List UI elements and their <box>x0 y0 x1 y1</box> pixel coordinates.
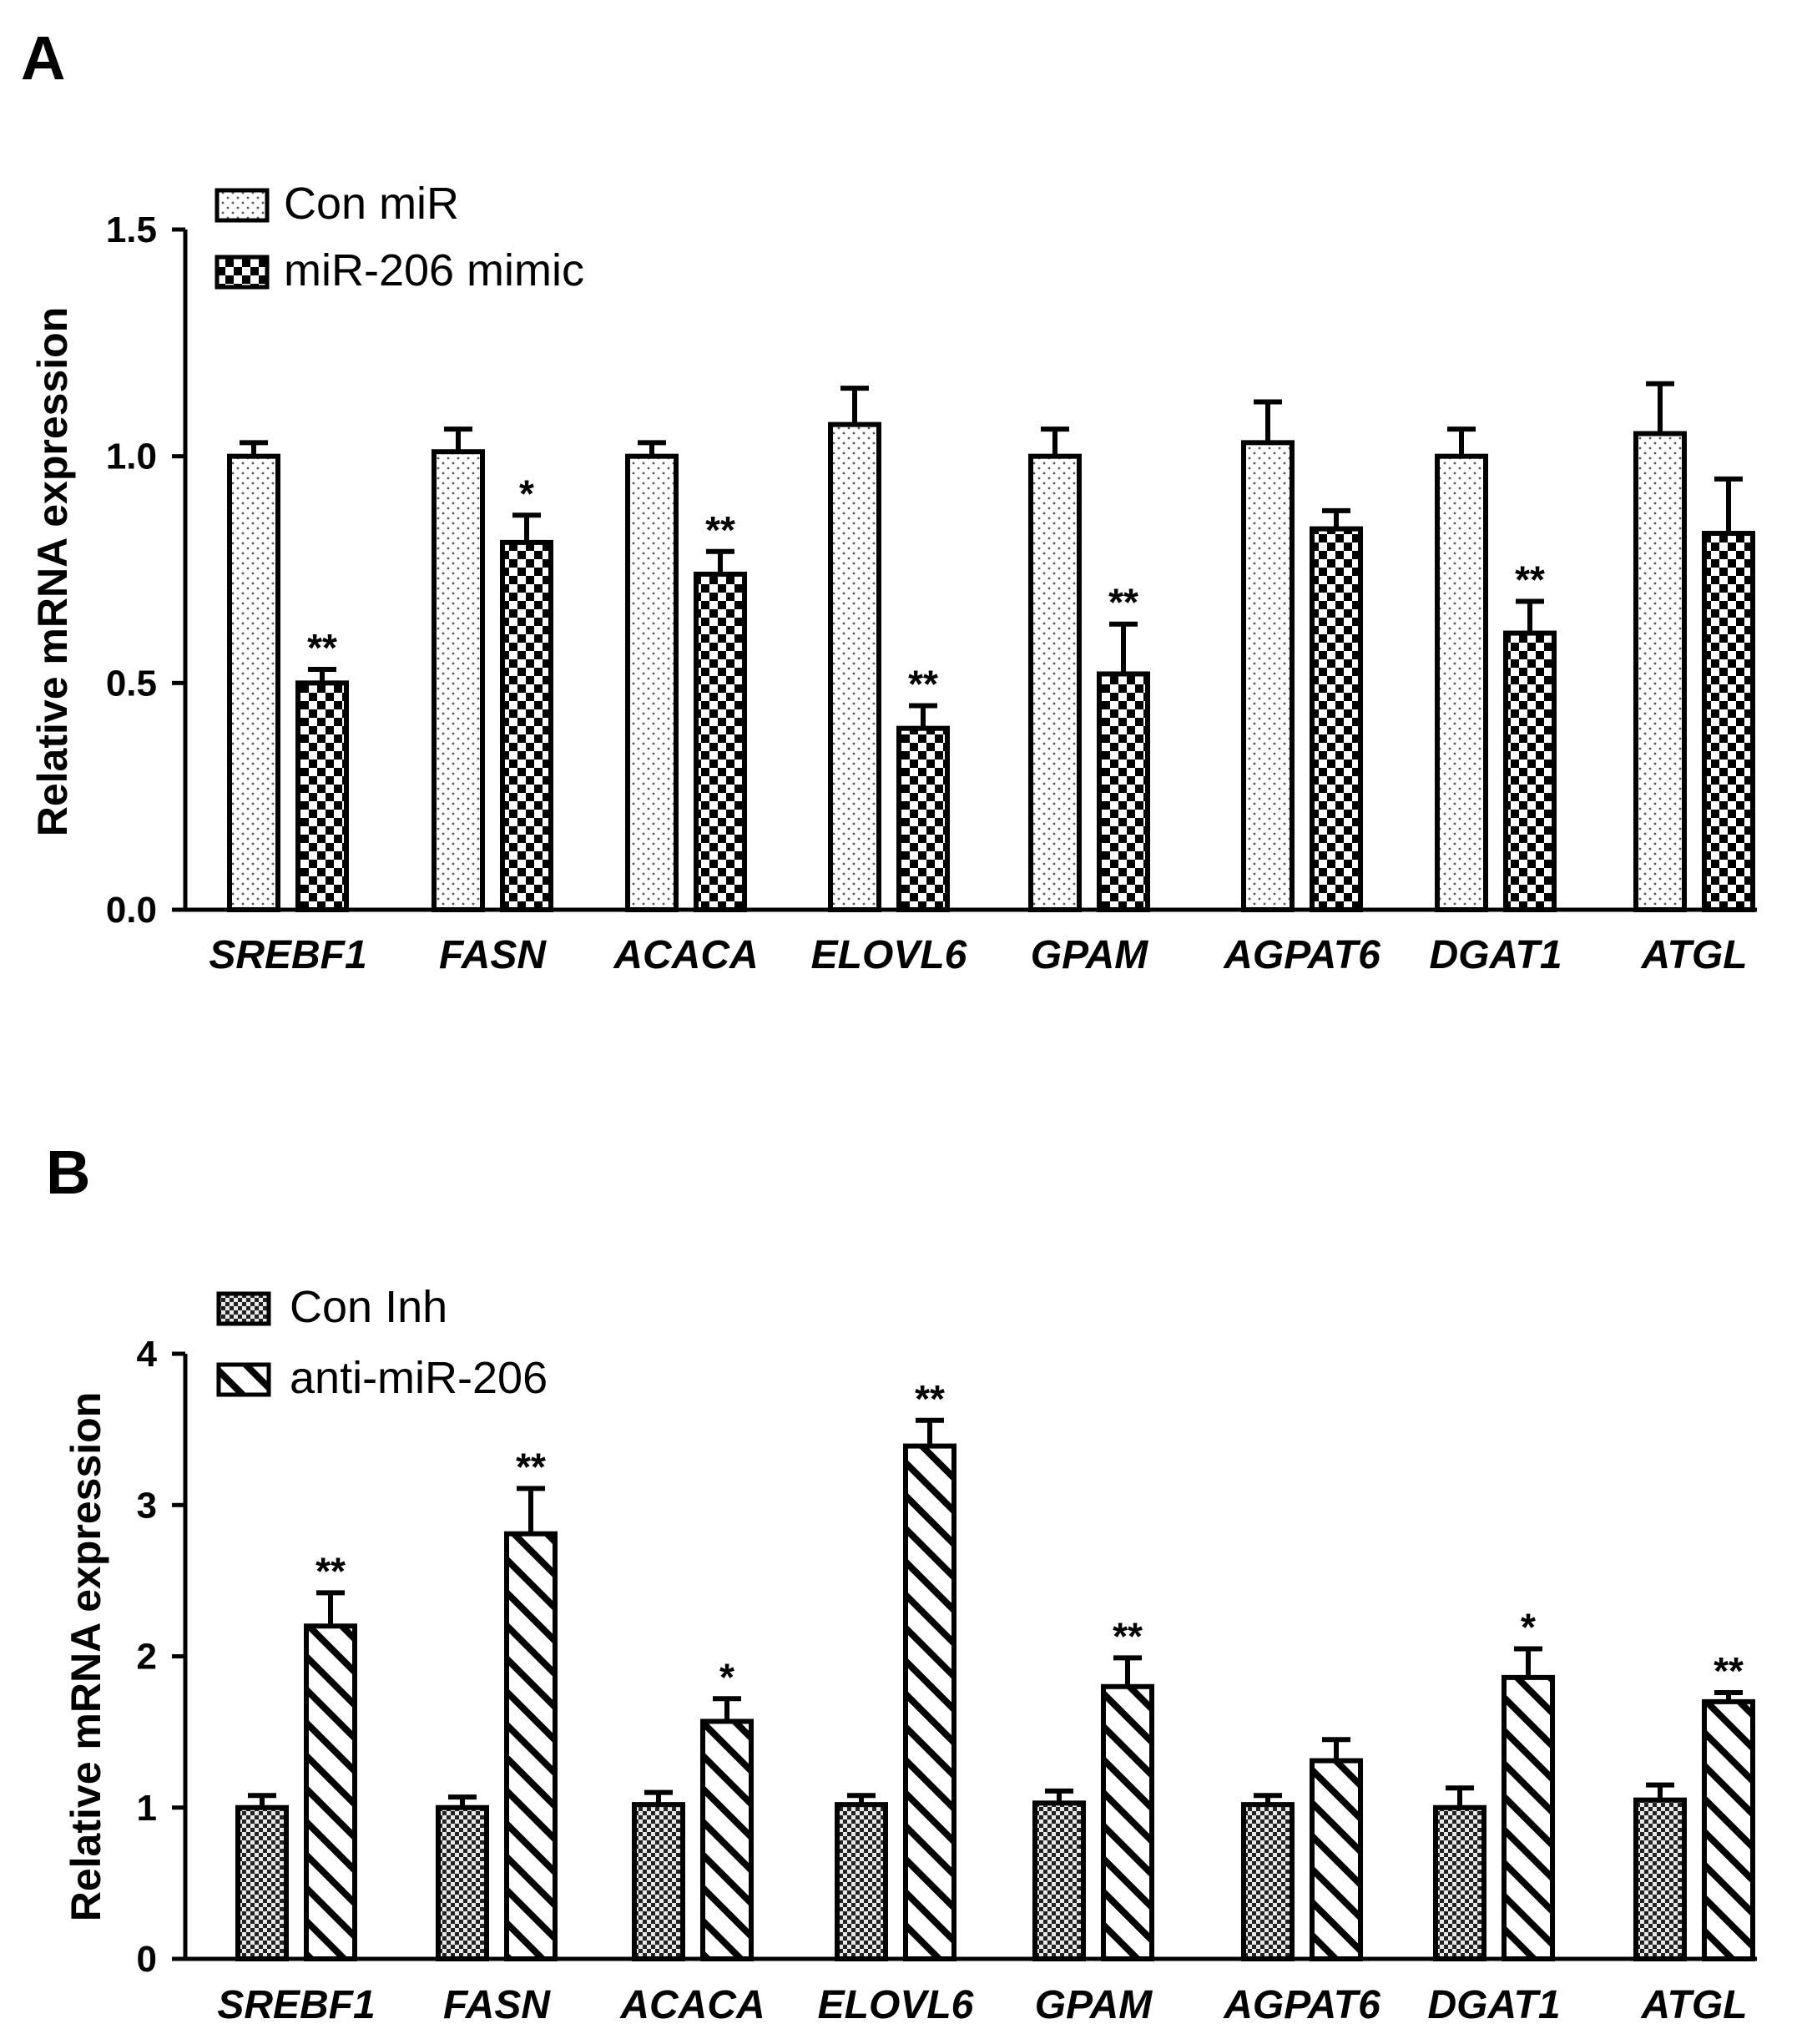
y-axis-title-a: Relative mRNA expression <box>29 307 76 837</box>
legend-label: Con miR <box>284 179 459 229</box>
x-category-label: GPAM <box>1035 1983 1153 2027</box>
bar <box>694 571 747 913</box>
bar <box>1241 1802 1295 1961</box>
y-tick-label: 2 <box>137 1637 157 1678</box>
significance-label: * <box>719 1655 734 1698</box>
bar <box>1241 440 1295 912</box>
bar <box>1633 1797 1687 1961</box>
y-tick-label: 0.0 <box>106 890 157 931</box>
bar <box>227 453 280 912</box>
bar <box>1433 1804 1486 1961</box>
significance-label: ** <box>1113 1614 1143 1658</box>
bar <box>1032 1800 1086 1961</box>
bar <box>1097 671 1150 912</box>
bar <box>1101 1683 1154 1961</box>
x-category-label: AGPAT6 <box>1223 1983 1380 2027</box>
significance-label: * <box>1521 1605 1536 1648</box>
significance-label: ** <box>307 626 337 669</box>
significance-label: ** <box>1714 1649 1744 1693</box>
significance-label: ** <box>1515 558 1545 602</box>
significance-label: ** <box>516 1445 546 1488</box>
significance-label: ** <box>315 1549 346 1592</box>
y-tick-label: 1.0 <box>106 437 157 477</box>
bar <box>1310 1758 1363 1961</box>
bar <box>632 1802 685 1961</box>
bar <box>903 1443 956 1961</box>
y-axis-title-b: Relative mRNA expression <box>63 1392 109 1922</box>
bar <box>1503 630 1557 912</box>
x-category-label: SREBF1 <box>217 1983 375 2027</box>
panel-letter-a: A <box>21 23 65 93</box>
bar <box>1028 453 1082 912</box>
significance-label: ** <box>908 663 938 706</box>
legend-label: miR-206 mimic <box>284 245 584 295</box>
bar <box>504 1531 558 1961</box>
y-tick-label: 4 <box>137 1334 158 1375</box>
x-category-label: ATGL <box>1640 1983 1747 2027</box>
bar <box>1435 453 1488 912</box>
bar <box>1502 1674 1555 1961</box>
bar <box>436 1804 489 1961</box>
bar <box>304 1623 357 1961</box>
significance-label: * <box>519 472 534 515</box>
y-tick-label: 3 <box>137 1485 157 1526</box>
x-category-label: ELOVL6 <box>811 933 967 977</box>
bar <box>625 453 679 912</box>
bar <box>835 1802 888 1961</box>
x-category-label: GPAM <box>1031 933 1148 977</box>
x-labels-a: SREBF1 FASN ACACA ELOVL6 GPAM AGPAT6 DGAT1 ATGL <box>209 933 1747 977</box>
y-tick-label: 0 <box>137 1939 157 1980</box>
x-category-label: ACACA <box>619 1983 765 2027</box>
legend-swatch <box>215 188 270 223</box>
x-category-label: ACACA <box>613 933 758 977</box>
x-category-label: FASN <box>439 933 547 977</box>
legend-b: Con Inh anti-miR-206 <box>216 1282 548 1403</box>
bars-a: *********** <box>227 381 1755 913</box>
bar <box>1310 526 1363 912</box>
x-category-label: DGAT1 <box>1427 1983 1560 2027</box>
bar <box>1702 1698 1755 1961</box>
significance-label: ** <box>705 508 735 552</box>
y-tick-label: 0.5 <box>106 663 157 704</box>
legend-label: Con Inh <box>290 1282 447 1332</box>
legend-label: anti-miR-206 <box>290 1353 548 1403</box>
x-category-label: AGPAT6 <box>1223 933 1380 977</box>
x-category-label: ELOVL6 <box>818 1983 974 2027</box>
bar <box>295 680 349 912</box>
y-ticks-a: 0.0 0.5 1.0 1.5 <box>106 209 185 931</box>
bar <box>828 421 881 912</box>
panel-a: A Relative mRNA expression 0.00.51.01.5 … <box>21 23 1757 977</box>
x-category-label: ATGL <box>1640 933 1747 977</box>
panel-letter-b: B <box>46 1138 90 1207</box>
legend-swatch <box>215 255 270 290</box>
y-tick-label: 1.5 <box>106 209 157 250</box>
bar <box>700 1718 754 1961</box>
bar <box>1702 531 1755 912</box>
x-category-label: DGAT1 <box>1429 933 1562 977</box>
significance-label: ** <box>915 1377 945 1421</box>
x-category-label: SREBF1 <box>209 933 366 977</box>
x-labels-b: SREBF1 FASN ACACA ELOVL6 GPAM AGPAT6 DGAT1 ATGL <box>217 1983 1747 2027</box>
legend-swatch <box>216 1362 271 1397</box>
bar <box>1633 431 1687 912</box>
bar <box>500 539 553 913</box>
y-ticks-b: 0 1 2 3 4 <box>137 1334 185 1980</box>
x-category-label: FASN <box>443 1983 551 2027</box>
bar <box>235 1804 289 1961</box>
y-tick-label: 1 <box>137 1788 157 1829</box>
significance-label: ** <box>1108 581 1138 624</box>
legend-a: Con miR miR-206 mimic <box>215 179 584 295</box>
bar <box>432 449 485 912</box>
legend-swatch <box>216 1291 271 1326</box>
bar <box>896 725 950 913</box>
bars-b: ********* *** <box>235 1377 1755 1961</box>
